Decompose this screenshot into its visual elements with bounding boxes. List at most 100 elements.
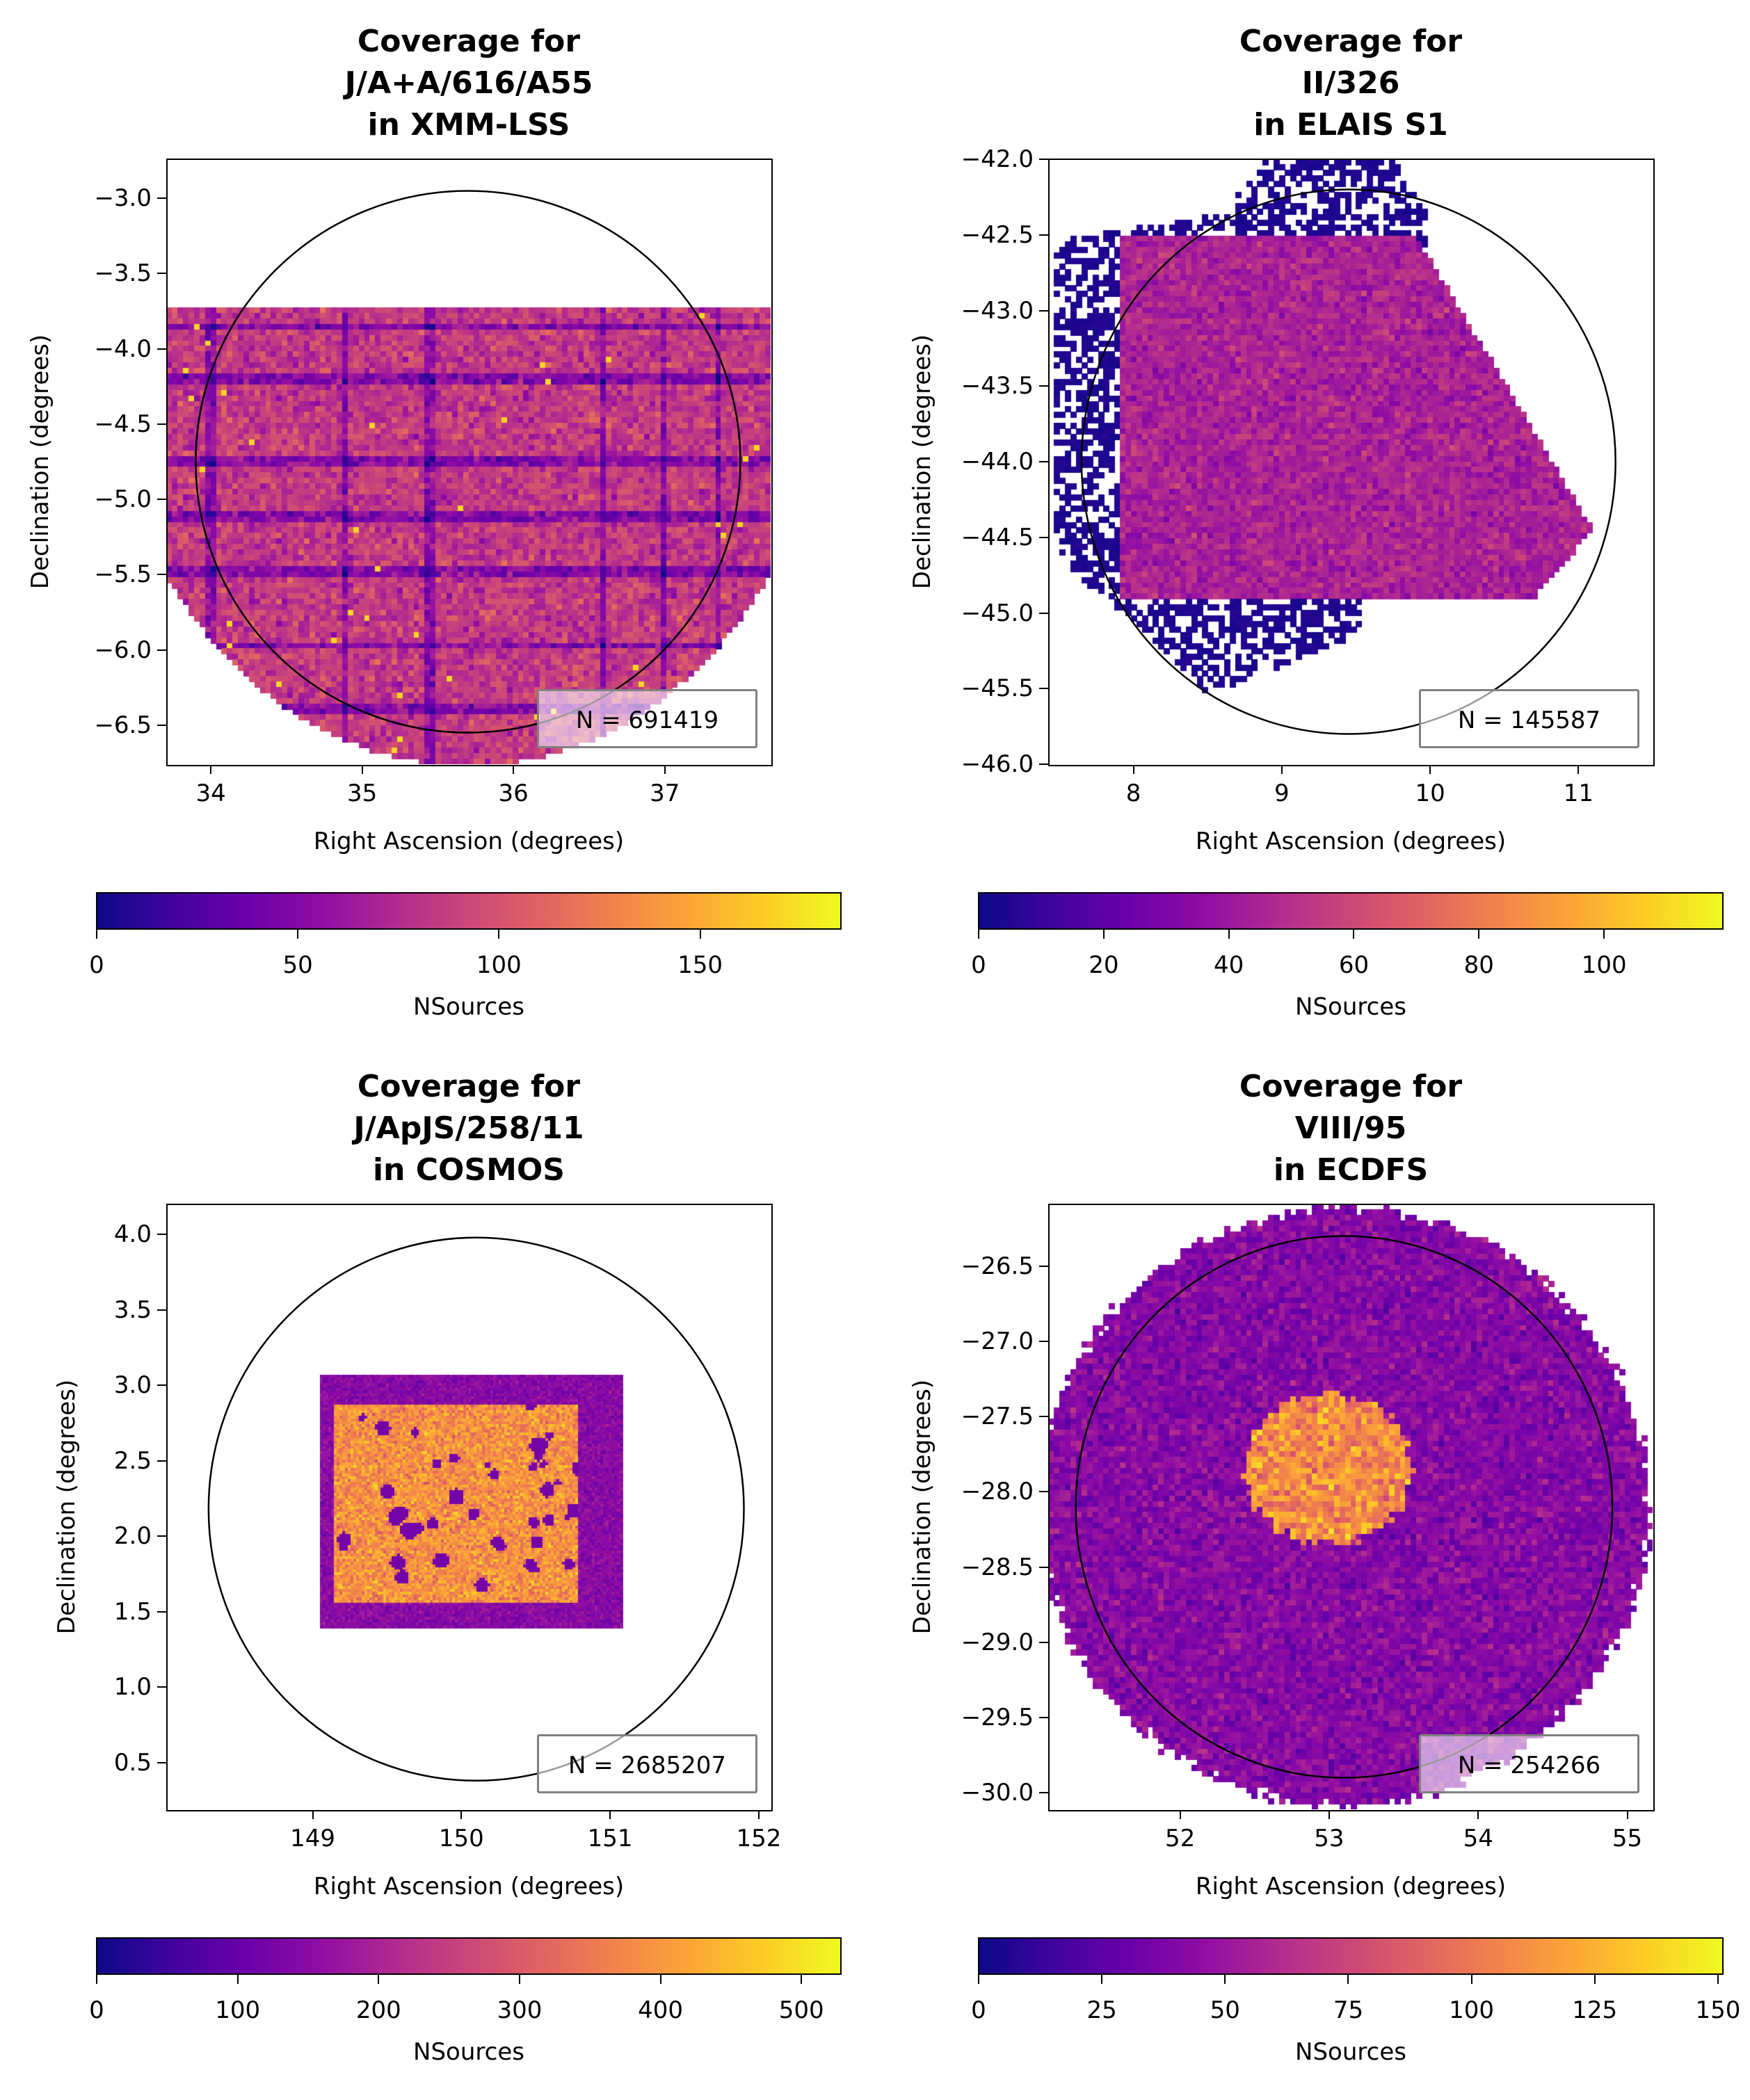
colorbar-tick xyxy=(96,930,97,939)
y-tick-label: −5.0 xyxy=(94,485,152,514)
colorbar-tick-label: 75 xyxy=(1333,1996,1364,2024)
colorbar-tick xyxy=(659,1975,661,1984)
title-line: in COSMOS xyxy=(373,1152,565,1188)
coverage-panel: Coverage for VIII/95 in ECDFS N = 254266 52 5… xyxy=(882,1045,1750,2088)
y-tick xyxy=(1039,159,1048,160)
x-tick xyxy=(1179,1810,1181,1819)
y-tick xyxy=(157,574,166,576)
title-line: Coverage for xyxy=(357,24,581,59)
y-tick xyxy=(1039,688,1048,690)
x-tick xyxy=(361,765,363,774)
colorbar-tick-label: 80 xyxy=(1463,951,1494,979)
x-axis-label: Right Ascension (degrees) xyxy=(313,1873,625,1900)
y-tick xyxy=(1039,1416,1048,1418)
y-tick-label: −43.0 xyxy=(961,296,1034,325)
plot-axes: N = 2685207 149 150 151 152 4.0 3.5 3.0 2.5 2.0 1.… xyxy=(114,1204,781,1852)
x-axis-label: Right Ascension (degrees) xyxy=(1195,1873,1507,1900)
y-tick-label: −3.0 xyxy=(94,184,152,213)
colorbar-tick xyxy=(1101,1975,1103,1984)
y-tick xyxy=(157,348,166,350)
colorbar-tick-label: 0 xyxy=(89,1996,104,2024)
y-tick xyxy=(157,1686,166,1688)
plot-axes: N = 691419 34 35 36 37 −3.0 −3.5 −4.0 −4.5 −5.0 −5… xyxy=(94,159,773,807)
x-tick xyxy=(1281,765,1283,774)
y-tick xyxy=(1039,461,1048,462)
y-tick xyxy=(1039,1641,1048,1643)
y-tick xyxy=(1039,764,1048,765)
colorbar-tick xyxy=(1594,1975,1596,1984)
circle-overlay xyxy=(207,1236,745,1782)
y-tick-label: −29.0 xyxy=(961,1628,1034,1656)
y-tick xyxy=(1039,1716,1048,1718)
y-tick-label: −28.0 xyxy=(961,1478,1034,1506)
y-tick-label: 2.0 xyxy=(113,1522,152,1551)
colorbar-tick xyxy=(1224,1975,1226,1984)
colorbar-tick-label: 200 xyxy=(355,1996,401,2024)
y-tick xyxy=(1039,536,1048,538)
x-tick-label: 152 xyxy=(736,1825,782,1852)
y-tick-label: −45.0 xyxy=(961,599,1034,627)
title-line: Coverage for xyxy=(1239,1069,1463,1104)
coverage-panel: Coverage for J/A+A/616/A55 in XMM-LSS N = 6… xyxy=(0,0,868,1043)
colorbar-label: NSources xyxy=(1295,993,1406,1021)
plot-axes: N = 145587 8 9 10 11 −42.0 −42.5 −43.0 −43.5 −44.… xyxy=(961,145,1655,807)
colorbar-tick xyxy=(96,1975,97,1984)
y-tick-label: −6.5 xyxy=(94,711,152,739)
y-tick xyxy=(157,1234,166,1236)
y-tick-label: 3.0 xyxy=(113,1371,152,1400)
colorbar-tick xyxy=(1478,930,1480,939)
colorbar-label: NSources xyxy=(413,2038,524,2066)
field-circle xyxy=(1080,188,1616,735)
title-line: Coverage for xyxy=(1239,24,1463,59)
colorbar-tick-label: 100 xyxy=(215,1996,261,2024)
y-tick-label: −27.0 xyxy=(961,1327,1034,1355)
y-tick xyxy=(1039,1491,1048,1493)
x-tick-label: 151 xyxy=(587,1825,633,1852)
colorbar-tick xyxy=(1347,1975,1349,1984)
y-tick xyxy=(157,423,166,425)
colorbar-tick xyxy=(378,1975,380,1984)
y-tick xyxy=(157,273,166,275)
y-tick-label: −42.0 xyxy=(961,145,1034,173)
colorbar-tick-label: 100 xyxy=(1581,951,1627,979)
y-tick xyxy=(157,197,166,200)
colorbar-tick-label: 400 xyxy=(638,1996,684,2024)
coverage-panel: Coverage for J/ApJS/258/11 in COSMOS N = 26… xyxy=(0,1045,868,2088)
plot-axes: N = 254266 52 53 54 55 −26.5 −27.0 −27.5 −28.0 −2… xyxy=(961,1204,1655,1852)
y-tick xyxy=(1039,1265,1048,1267)
colorbar-tick-label: 50 xyxy=(1210,1996,1240,2024)
x-tick-label: 8 xyxy=(1125,780,1141,807)
x-tick-label: 149 xyxy=(290,1825,335,1852)
colorbar-tick xyxy=(297,930,299,939)
x-tick xyxy=(1578,765,1580,774)
colorbar-tick xyxy=(1228,930,1230,939)
x-tick-label: 54 xyxy=(1463,1825,1493,1852)
x-tick xyxy=(513,765,515,774)
x-tick xyxy=(210,765,212,774)
chart-title: Coverage for J/ApJS/258/11 in COSMOS xyxy=(167,1066,771,1191)
y-tick xyxy=(1039,309,1048,312)
colorbar-tick-label: 20 xyxy=(1089,951,1119,979)
x-tick-label: 150 xyxy=(438,1825,484,1852)
y-tick-label: 4.0 xyxy=(113,1220,152,1249)
colorbar-tick xyxy=(699,930,701,939)
colorbar-tick xyxy=(518,1975,520,1984)
y-tick-label: −44.5 xyxy=(961,523,1034,551)
y-tick-label: −27.5 xyxy=(961,1403,1034,1431)
y-tick-label: −4.5 xyxy=(94,410,152,438)
y-tick xyxy=(157,1610,166,1613)
x-tick-label: 36 xyxy=(498,780,529,807)
title-line: Coverage for xyxy=(357,1069,581,1104)
field-circle xyxy=(207,1236,745,1782)
colorbar-tick xyxy=(978,1975,979,1984)
y-tick xyxy=(157,1761,166,1763)
y-axis-label: Declination (degrees) xyxy=(908,334,936,590)
x-tick xyxy=(664,765,666,774)
colorbar-tick-label: 300 xyxy=(497,1996,543,2024)
x-tick-label: 52 xyxy=(1164,1825,1196,1852)
y-tick xyxy=(157,1535,166,1537)
y-tick xyxy=(157,1309,166,1311)
colorbar-tick-label: 25 xyxy=(1086,1996,1117,2024)
y-tick-label: −45.5 xyxy=(961,675,1034,703)
y-tick xyxy=(157,1384,166,1387)
